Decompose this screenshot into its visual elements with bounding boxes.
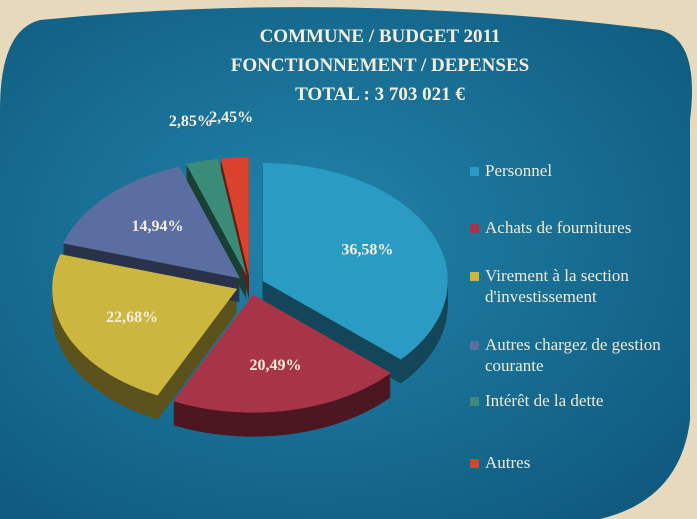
legend-label: Intérêt de la dette bbox=[485, 391, 604, 410]
legend-label: Achats de fournitures bbox=[485, 218, 632, 237]
legend-swatch bbox=[470, 341, 479, 350]
legend-item: Virement à la section d'investissement bbox=[465, 265, 690, 307]
legend-swatch bbox=[470, 459, 479, 468]
chart-subtitle: FONCTIONNEMENT / DEPENSES bbox=[231, 55, 529, 76]
slice bbox=[220, 157, 249, 276]
value-label: 2,85% bbox=[169, 113, 213, 130]
legend-label: Autres bbox=[485, 453, 531, 472]
legend-item: Autres chargez de gestion courante bbox=[465, 334, 690, 376]
legend-swatch bbox=[470, 397, 479, 406]
legend-label: Personnel bbox=[485, 161, 553, 180]
value-label: 2,45% bbox=[209, 109, 253, 126]
slice bbox=[63, 166, 240, 279]
legend-label: Virement à la section d'investissement bbox=[485, 266, 629, 306]
value-label: 20,49% bbox=[249, 357, 301, 374]
slice bbox=[52, 254, 238, 396]
value-label: 36,58% bbox=[341, 242, 393, 259]
legend-item: Autres bbox=[465, 452, 690, 473]
legend-label: Autres chargez de gestion courante bbox=[485, 335, 661, 375]
slice bbox=[262, 163, 448, 360]
value-label: 22,68% bbox=[106, 309, 158, 326]
legend: Personnel Achats de fournitures Virement à… bbox=[465, 160, 690, 473]
legend-item: Intérêt de la dette bbox=[465, 390, 690, 411]
value-label: 14,94% bbox=[131, 218, 183, 235]
slice bbox=[173, 294, 391, 413]
legend-swatch bbox=[470, 272, 479, 281]
legend-item: Achats de fournitures bbox=[465, 217, 690, 238]
legend-item: Personnel bbox=[465, 160, 690, 181]
chart-total: TOTAL : 3 703 021 € bbox=[295, 84, 465, 105]
legend-swatch bbox=[470, 167, 479, 176]
legend-swatch bbox=[470, 224, 479, 233]
slice bbox=[186, 158, 247, 276]
chart-title: COMMUNE / BUDGET 2011 bbox=[260, 26, 501, 47]
